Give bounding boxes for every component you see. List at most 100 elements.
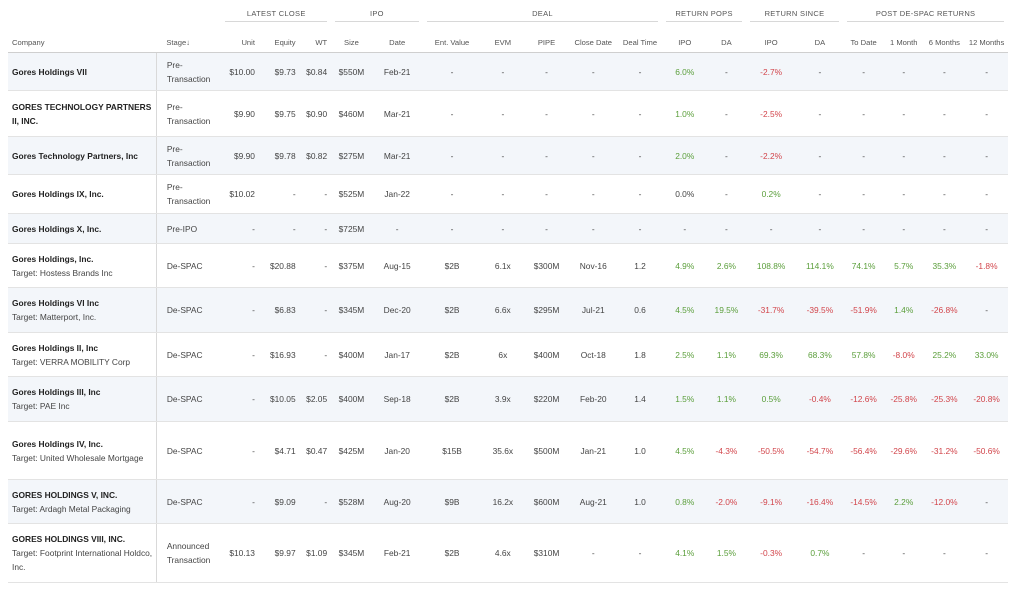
company-name[interactable]: Gores Holdings II, Inc [12, 342, 99, 353]
company-cell[interactable]: GORES TECHNOLOGY PARTNERS II, INC. [8, 90, 157, 137]
company-cell[interactable]: Gores Holdings IX, Inc. [8, 174, 157, 214]
table-row[interactable]: GORES TECHNOLOGY PARTNERS II, INC. Pre-Tr… [8, 90, 1008, 137]
table-row[interactable]: Gores Holdings X, Inc. Pre-IPO - - - $725M - - -… [8, 213, 1008, 244]
unit-cell: - [221, 213, 259, 244]
m12-cell: - [965, 174, 1008, 214]
spac-table-container: LATEST CLOSE IPO DEAL RETURN POPS RETURN… [8, 0, 1008, 583]
m6-cell: - [923, 174, 966, 214]
table-row[interactable]: Gores Holdings IV, Inc. Target: United Wh… [8, 421, 1008, 480]
deal-time-cell: 1.8 [617, 332, 663, 377]
deal-time-cell: - [617, 213, 663, 244]
equity-cell: $9.78 [258, 136, 300, 175]
group-post-despac-returns: POST DE-SPAC RETURNS [843, 0, 1008, 22]
unit-cell: $9.90 [221, 90, 259, 137]
m1-cell: -25.8% [883, 376, 924, 422]
date-cell: Feb-21 [371, 523, 423, 583]
company-cell[interactable]: GORES HOLDINGS VIII, INC. Target: Footpri… [8, 523, 157, 583]
size-cell: $345M [331, 523, 372, 583]
table-row[interactable]: Gores Holdings II, Inc Target: VERRA MOBI… [8, 332, 1008, 377]
pop-ipo-cell: 4.5% [662, 421, 708, 480]
size-cell: $375M [331, 243, 372, 288]
company-cell[interactable]: Gores Holdings III, Inc Target: PAE Inc [8, 376, 157, 422]
pop-ipo-cell: 4.1% [662, 523, 708, 583]
company-cell[interactable]: Gores Holdings VI Inc Target: Matterport,… [8, 287, 157, 333]
group-deal: DEAL [423, 0, 663, 22]
date-cell: Mar-21 [371, 90, 423, 137]
ev-cell: $2B [422, 287, 482, 333]
table-row[interactable]: GORES HOLDINGS V, INC. Target: Ardagh Met… [8, 479, 1008, 524]
company-name[interactable]: Gores Holdings VII [12, 66, 87, 77]
table-row[interactable]: Gores Holdings IX, Inc. Pre-Transaction $1… [8, 174, 1008, 214]
stage-cell: Pre-Transaction [156, 90, 222, 137]
column-header-m1: 1 Month [883, 22, 924, 53]
company-name[interactable]: Gores Technology Partners, Inc [12, 150, 138, 161]
size-cell: $460M [331, 90, 372, 137]
pop-ipo-cell: - [662, 213, 708, 244]
column-header-row: Company Stage↓ Unit Equity WT Size Date Ent. Va… [8, 22, 1008, 53]
stage-cell: De-SPAC [156, 287, 222, 333]
table-row[interactable]: Gores Holdings VII Pre-Transaction $10.00 $… [8, 52, 1008, 91]
close-date-cell: Aug-21 [568, 479, 618, 524]
pop-ipo-cell: 2.5% [662, 332, 708, 377]
table-row[interactable]: Gores Holdings III, Inc Target: PAE Inc De… [8, 376, 1008, 422]
deal-time-cell: - [617, 136, 663, 175]
m6-cell: 25.2% [923, 332, 966, 377]
m12-cell: - [965, 523, 1008, 583]
table-row[interactable]: Gores Technology Partners, Inc Pre-Transa… [8, 136, 1008, 175]
unit-cell: - [221, 287, 259, 333]
since-ipo-cell: -0.3% [745, 523, 797, 583]
close-date-cell: - [568, 174, 618, 214]
company-cell[interactable]: Gores Holdings VII [8, 52, 157, 91]
column-header-unit: Unit [221, 22, 259, 53]
column-header-wt: WT [299, 22, 332, 53]
close-date-cell: - [568, 52, 618, 91]
unit-cell: - [221, 421, 259, 480]
company-name[interactable]: Gores Holdings VI Inc [12, 298, 100, 308]
company-name[interactable]: GORES HOLDINGS V, INC. [12, 489, 118, 500]
table-row[interactable]: Gores Holdings VI Inc Target: Matterport,… [8, 287, 1008, 333]
deal-target: Target: PAE Inc [12, 401, 70, 411]
to-date-cell: - [843, 90, 884, 137]
column-header-pop-da: DA [707, 22, 746, 53]
company-cell[interactable]: Gores Holdings X, Inc. [8, 213, 157, 244]
stage-cell: De-SPAC [156, 376, 222, 422]
table-body: Gores Holdings VII Pre-Transaction $10.00 $… [8, 52, 1008, 583]
size-cell: $550M [331, 52, 372, 91]
date-cell: Mar-21 [371, 136, 423, 175]
unit-cell: - [221, 479, 259, 524]
company-name[interactable]: GORES HOLDINGS VIII, INC. [12, 534, 126, 544]
unit-cell: - [221, 376, 259, 422]
company-cell[interactable]: Gores Holdings IV, Inc. Target: United Wh… [8, 421, 157, 480]
company-name[interactable]: Gores Holdings IX, Inc. [12, 189, 104, 199]
company-name[interactable]: GORES TECHNOLOGY PARTNERS II, INC. [12, 101, 152, 126]
since-ipo-cell: -2.7% [745, 52, 797, 91]
column-header-pop-ipo: IPO [662, 22, 708, 53]
company-name[interactable]: Gores Holdings X, Inc. [12, 223, 102, 234]
since-ipo-cell: 0.5% [745, 376, 797, 422]
company-cell[interactable]: Gores Holdings II, Inc Target: VERRA MOBI… [8, 332, 157, 377]
m1-cell: 1.4% [883, 287, 924, 333]
company-name[interactable]: Gores Holdings III, Inc [12, 387, 101, 397]
pipe-cell: $600M [524, 479, 569, 524]
company-name[interactable]: Gores Holdings IV, Inc. [12, 438, 103, 449]
company-cell[interactable]: Gores Technology Partners, Inc [8, 136, 157, 175]
company-cell[interactable]: GORES HOLDINGS V, INC. Target: Ardagh Met… [8, 479, 157, 524]
evm-cell: 3.9x [481, 376, 525, 422]
pop-ipo-cell: 1.0% [662, 90, 708, 137]
company-name[interactable]: Gores Holdings, Inc. [12, 253, 94, 264]
group-return-since: RETURN SINCE [746, 0, 844, 22]
size-cell: $425M [331, 421, 372, 480]
table-row[interactable]: GORES HOLDINGS VIII, INC. Target: Footpri… [8, 523, 1008, 583]
deal-time-cell: 1.0 [617, 421, 663, 480]
evm-cell: - [481, 174, 525, 214]
company-cell[interactable]: Gores Holdings, Inc. Target: Hostess Bran… [8, 243, 157, 288]
group-return-pops: RETURN POPS [662, 0, 745, 22]
since-da-cell: -39.5% [796, 287, 844, 333]
pop-da-cell: 1.5% [707, 523, 746, 583]
pop-da-cell: - [707, 136, 746, 175]
evm-cell: 6x [481, 332, 525, 377]
column-header-stage[interactable]: Stage↓ [156, 22, 222, 53]
since-ipo-cell: 108.8% [745, 243, 797, 288]
close-date-cell: - [568, 90, 618, 137]
table-row[interactable]: Gores Holdings, Inc. Target: Hostess Bran… [8, 243, 1008, 288]
